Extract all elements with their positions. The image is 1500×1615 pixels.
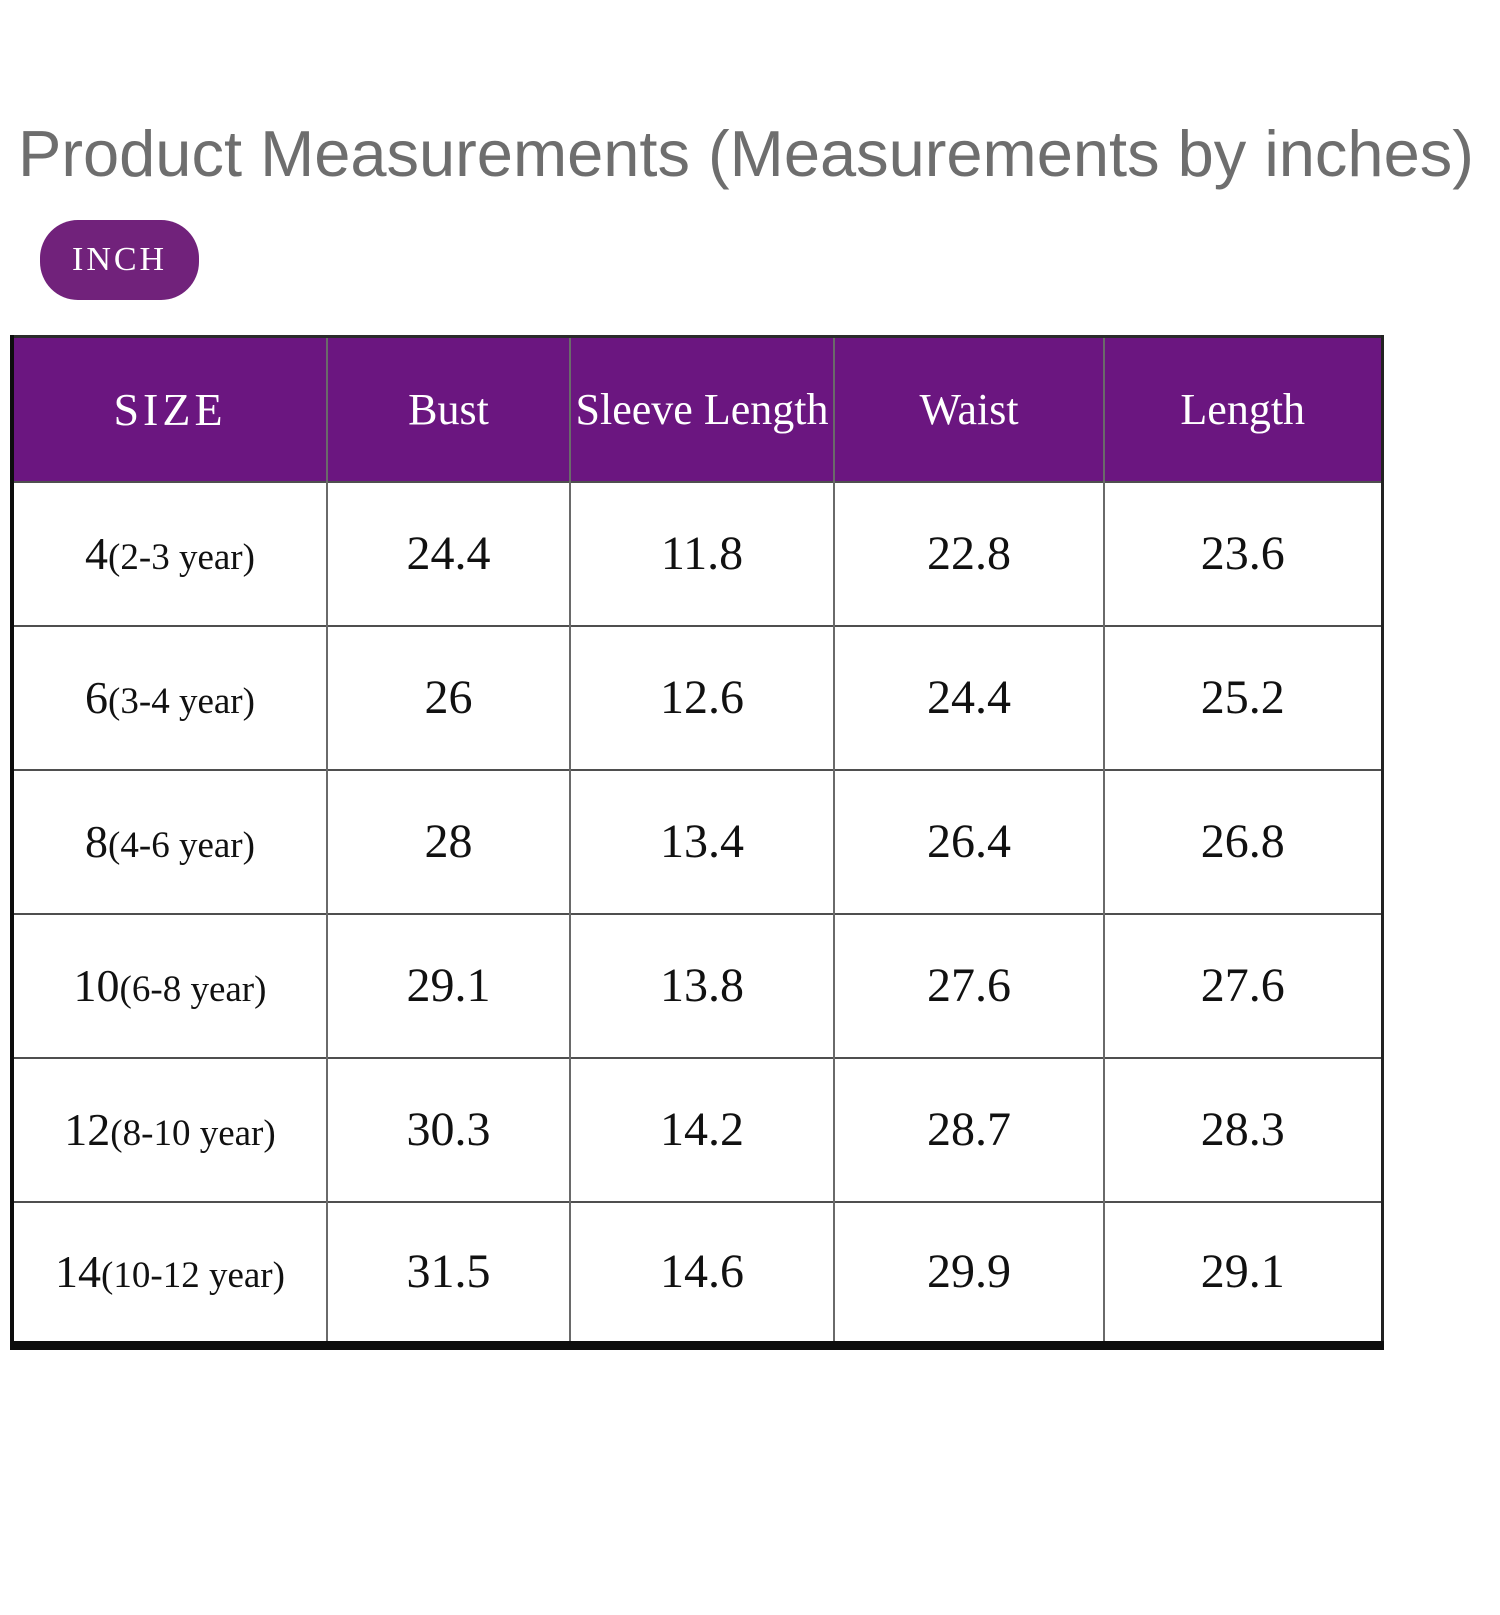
length-cell: 27.6 <box>1103 912 1382 1058</box>
size-number: 4 <box>85 528 109 579</box>
size-age-range: (10-12 year) <box>101 1255 285 1297</box>
length-cell: 28.3 <box>1103 1056 1382 1202</box>
size-cell: 8(4-6 year) <box>12 768 327 914</box>
waist-cell: 27.6 <box>833 912 1104 1058</box>
size-number: 12 <box>64 1104 111 1155</box>
table-row: 12(8-10 year) 30.3 14.2 28.7 28.3 <box>12 1056 1382 1202</box>
column-header-size: SIZE <box>12 336 327 482</box>
size-cell: 14(10-12 year) <box>12 1200 327 1346</box>
column-header-waist: Waist <box>833 336 1104 482</box>
table-row: 10(6-8 year) 29.1 13.8 27.6 27.6 <box>12 912 1382 1058</box>
column-header-sleeve: Sleeve Length <box>569 336 834 482</box>
length-cell: 29.1 <box>1103 1200 1382 1346</box>
page-title: Product Measurements (Measurements by in… <box>18 117 1474 190</box>
waist-cell: 22.8 <box>833 480 1104 626</box>
waist-cell: 28.7 <box>833 1056 1104 1202</box>
bust-cell: 24.4 <box>326 480 570 626</box>
size-cell: 4(2-3 year) <box>12 480 327 626</box>
size-age-range: (6-8 year) <box>119 969 267 1010</box>
table-header-row: SIZE Bust Sleeve Length Waist Length <box>12 336 1382 482</box>
table-row: 14(10-12 year) 31.5 14.6 29.9 29.1 <box>12 1200 1382 1346</box>
sleeve-cell: 12.6 <box>569 624 834 770</box>
waist-cell: 24.4 <box>833 624 1104 770</box>
size-number: 6 <box>85 672 109 723</box>
unit-toggle-inch[interactable]: INCH <box>40 220 200 300</box>
size-cell: 12(8-10 year) <box>12 1056 327 1202</box>
sleeve-cell: 13.4 <box>569 768 834 914</box>
length-cell: 25.2 <box>1103 624 1382 770</box>
size-cell: 10(6-8 year) <box>12 912 327 1058</box>
length-cell: 23.6 <box>1103 480 1382 626</box>
size-cell: 6(3-4 year) <box>12 624 327 770</box>
bust-cell: 29.1 <box>326 912 570 1058</box>
size-age-range: (2-3 year) <box>108 537 255 578</box>
size-number: 10 <box>73 960 120 1011</box>
sleeve-cell: 14.6 <box>569 1200 834 1346</box>
waist-cell: 29.9 <box>833 1200 1104 1346</box>
table-row: 8(4-6 year) 28 13.4 26.4 26.8 <box>12 768 1382 914</box>
column-header-length: Length <box>1103 336 1382 482</box>
sleeve-cell: 14.2 <box>569 1056 834 1202</box>
size-number: 14 <box>55 1246 102 1298</box>
bust-cell: 28 <box>326 768 570 914</box>
sleeve-cell: 13.8 <box>569 912 834 1058</box>
bust-cell: 31.5 <box>326 1200 570 1346</box>
table-row: 6(3-4 year) 26 12.6 24.4 25.2 <box>12 624 1382 770</box>
measurements-table: SIZE Bust Sleeve Length Waist Length 4(2… <box>10 335 1384 1350</box>
size-chart-page: Product Measurements (Measurements by in… <box>0 115 1500 1615</box>
sleeve-cell: 11.8 <box>569 480 834 626</box>
table-row: 4(2-3 year) 24.4 11.8 22.8 23.6 <box>12 480 1382 626</box>
bust-cell: 30.3 <box>326 1056 570 1202</box>
waist-cell: 26.4 <box>833 768 1104 914</box>
size-age-range: (8-10 year) <box>110 1113 276 1154</box>
size-age-range: (4-6 year) <box>108 825 255 866</box>
column-header-bust: Bust <box>326 336 570 482</box>
size-age-range: (3-4 year) <box>108 681 255 722</box>
bust-cell: 26 <box>326 624 570 770</box>
length-cell: 26.8 <box>1103 768 1382 914</box>
size-number: 8 <box>85 816 109 867</box>
